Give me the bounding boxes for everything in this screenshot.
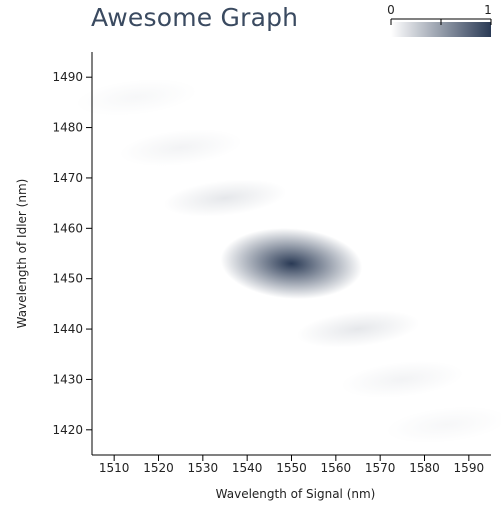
y-tick-label: 1450 xyxy=(52,272,83,286)
heatmap-blob xyxy=(220,228,363,300)
colorbar-gradient xyxy=(391,22,491,37)
plot-area xyxy=(74,78,501,444)
y-tick-label: 1490 xyxy=(52,70,83,84)
x-axis-label: Wavelength of Signal (nm) xyxy=(216,487,376,501)
x-tick-label: 1550 xyxy=(276,461,307,475)
x-tick-label: 1590 xyxy=(454,461,485,475)
y-tick-label: 1460 xyxy=(52,221,83,235)
heatmap-blob xyxy=(384,406,501,444)
x-tick-label: 1580 xyxy=(409,461,440,475)
x-tick-label: 1570 xyxy=(365,461,396,475)
y-tick-label: 1440 xyxy=(52,322,83,336)
x-tick-label: 1540 xyxy=(232,461,263,475)
heatmap-blob xyxy=(296,310,420,348)
x-tick-label: 1560 xyxy=(321,461,352,475)
y-tick-label: 1420 xyxy=(52,423,83,437)
colorbar-max-label: 1 xyxy=(484,3,492,17)
chart-title: Awesome Graph xyxy=(91,3,299,32)
heatmap-blob xyxy=(340,360,465,399)
heatmap-blob xyxy=(163,179,287,217)
x-tick-label: 1510 xyxy=(99,461,130,475)
heatmap-blob xyxy=(74,78,199,117)
x-tick-label: 1530 xyxy=(188,461,219,475)
y-tick-label: 1480 xyxy=(52,121,83,135)
y-tick-label: 1430 xyxy=(52,372,83,386)
y-tick-label: 1470 xyxy=(52,171,83,185)
x-tick-label: 1520 xyxy=(143,461,174,475)
x-axis: 1510 1520 1530 1540 1550 1560 1570 1580 1590 xyxy=(92,454,491,475)
colorbar: 0 1 xyxy=(387,3,492,37)
colorbar-min-label: 0 xyxy=(387,3,395,17)
y-axis-label: Wavelength of Idler (nm) xyxy=(15,179,29,329)
heatmap-blob xyxy=(118,129,243,167)
y-axis: 1420 1430 1440 1450 1460 1470 1480 1490 xyxy=(52,52,93,455)
